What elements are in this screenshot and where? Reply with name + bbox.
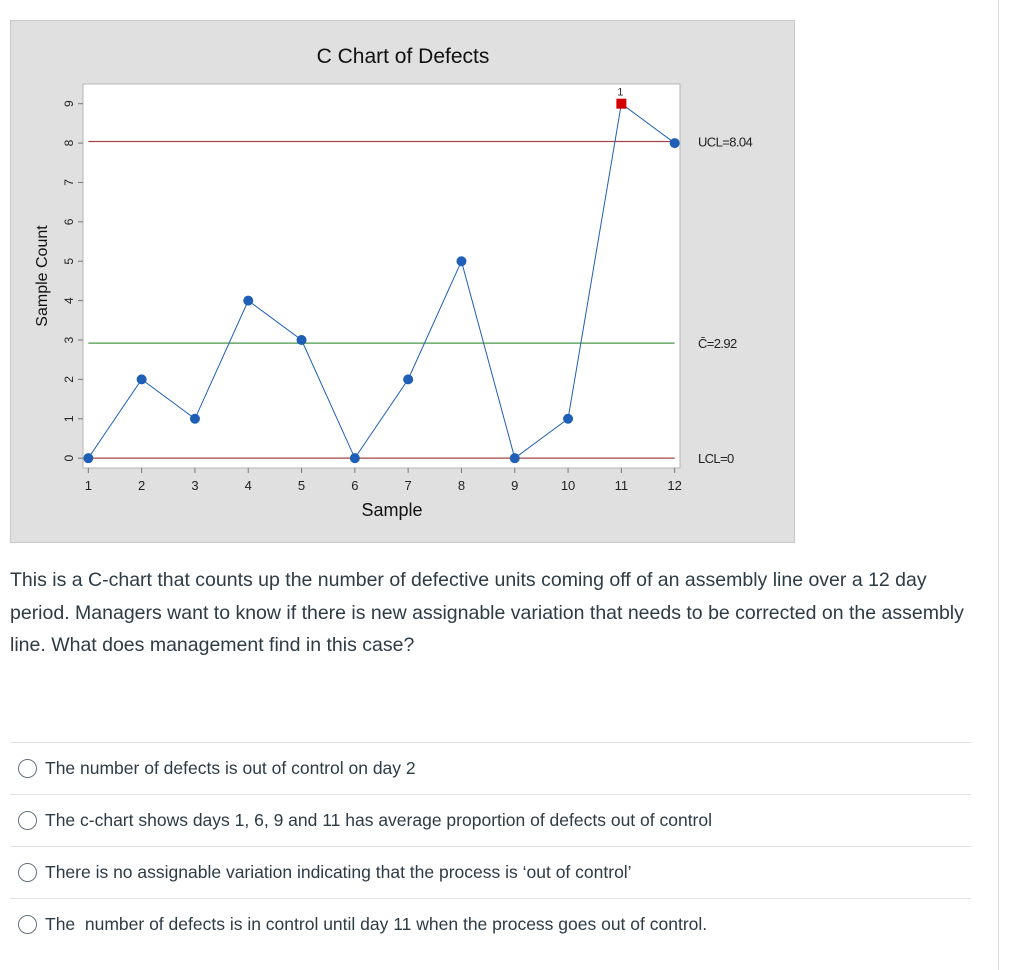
- x-tick-label: 12: [667, 478, 681, 493]
- y-tick-label: 2: [62, 376, 76, 383]
- x-tick-label: 7: [405, 478, 412, 493]
- y-tick-label: 0: [62, 454, 76, 461]
- data-point: [136, 374, 147, 385]
- answer-option-3[interactable]: There is no assignable variation indicat…: [10, 846, 971, 898]
- answer-label: The number of defects is in control unti…: [45, 914, 708, 934]
- answer-label: There is no assignable variation indicat…: [45, 862, 632, 882]
- radio-button[interactable]: [18, 811, 37, 830]
- x-tick-label: 3: [191, 478, 198, 493]
- x-axis-label: Sample: [361, 500, 422, 520]
- answer-label: The number of defects is out of control …: [45, 758, 416, 778]
- data-point: [563, 413, 574, 424]
- center-label: C̄=2.92: [698, 336, 737, 351]
- c-chart: C Chart of Defects Sample Sample Count 0…: [10, 20, 795, 543]
- y-tick-label: 4: [62, 297, 76, 304]
- answer-option-2[interactable]: The c-chart shows days 1, 6, 9 and 11 ha…: [10, 794, 971, 846]
- y-tick-label: 1: [62, 415, 76, 422]
- control-limits: UCL=8.04 C̄=2.92 LCL=0: [88, 135, 753, 466]
- x-axis: 1 2 3 4 5 6 7 8 9 10 11 12: [85, 468, 682, 493]
- x-tick-label: 9: [511, 478, 518, 493]
- answer-list: The number of defects is out of control …: [10, 742, 971, 950]
- lcl-label: LCL=0: [698, 451, 734, 466]
- ucl-label: UCL=8.04: [698, 135, 752, 150]
- y-axis: 0 1 2 3 4 5 6 7 8 9: [62, 100, 83, 461]
- out-of-control-point: [616, 98, 627, 109]
- question-text: This is a C-chart that counts up the num…: [10, 569, 964, 656]
- y-tick-label: 9: [62, 100, 76, 107]
- data-point: [669, 138, 680, 149]
- radio-button[interactable]: [18, 863, 37, 882]
- y-tick-label: 7: [62, 179, 76, 186]
- x-tick-label: 1: [85, 478, 92, 493]
- plot-area: [82, 83, 681, 469]
- x-tick-label: 11: [615, 478, 629, 493]
- page-divider: [998, 0, 999, 970]
- answer-option-1[interactable]: The number of defects is out of control …: [10, 742, 971, 794]
- x-tick-label: 4: [245, 478, 252, 493]
- x-tick-label: 5: [298, 478, 305, 493]
- data-point: [296, 335, 307, 345]
- answer-label: The c-chart shows days 1, 6, 9 and 11 ha…: [45, 810, 713, 830]
- data-point: [456, 256, 467, 267]
- data-point: [403, 374, 414, 385]
- y-tick-label: 5: [62, 258, 76, 265]
- series-line: [87, 102, 675, 460]
- y-tick-label: 8: [62, 139, 76, 146]
- chart-title: C Chart of Defects: [317, 45, 490, 68]
- data-point: [349, 453, 360, 464]
- y-tick-label: 3: [62, 336, 76, 343]
- data-point: [83, 453, 94, 464]
- y-axis-label: Sample Count: [34, 225, 51, 327]
- data-point: [189, 413, 200, 424]
- x-tick-label: 6: [351, 478, 358, 493]
- data-point: [243, 295, 254, 306]
- data-point: [509, 453, 520, 464]
- out-of-control-flag: 1: [617, 87, 623, 99]
- answer-option-4[interactable]: The number of defects is in control unti…: [10, 898, 971, 950]
- x-tick-label: 10: [561, 478, 575, 493]
- radio-button[interactable]: [18, 915, 37, 934]
- data-series: 1: [83, 87, 680, 464]
- x-tick-label: 2: [138, 478, 145, 493]
- y-tick-label: 6: [62, 218, 76, 225]
- radio-button[interactable]: [18, 759, 37, 778]
- x-tick-label: 8: [458, 478, 465, 493]
